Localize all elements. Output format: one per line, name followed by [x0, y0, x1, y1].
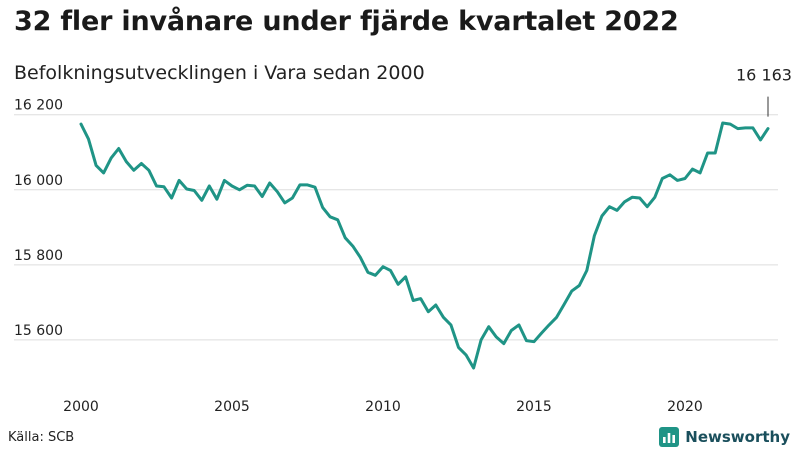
y-axis-labels: 15 600 15 800 16 000 16 200	[14, 98, 63, 339]
x-axis-labels: 2000 2005 2010 2015 2020	[63, 399, 703, 415]
y-tick-label: 15 600	[14, 323, 63, 339]
y-tick-label: 16 000	[14, 173, 63, 189]
y-tick-label: 15 800	[14, 248, 63, 264]
source-note: Källa: SCB	[8, 430, 75, 445]
y-tick-label: 16 200	[14, 98, 63, 114]
last-value-annotation: 16 163	[736, 66, 792, 117]
annotation-label: 16 163	[736, 66, 792, 85]
gridlines	[14, 114, 778, 341]
series-group	[79, 121, 770, 370]
brand-logo: Newsworthy	[659, 427, 790, 447]
x-tick-label: 2015	[516, 399, 552, 415]
series-line	[79, 121, 770, 370]
bar-chart-icon	[659, 427, 680, 447]
x-tick-label: 2020	[667, 399, 703, 415]
chart-title: 32 fler invånare under fjärde kvartalet …	[14, 6, 679, 37]
chart-subtitle: Befolkningsutvecklingen i Vara sedan 200…	[14, 62, 425, 84]
x-tick-label: 2005	[214, 399, 250, 415]
brand-name: Newsworthy	[685, 428, 790, 446]
x-tick-label: 2000	[63, 399, 99, 415]
x-tick-label: 2010	[365, 399, 401, 415]
